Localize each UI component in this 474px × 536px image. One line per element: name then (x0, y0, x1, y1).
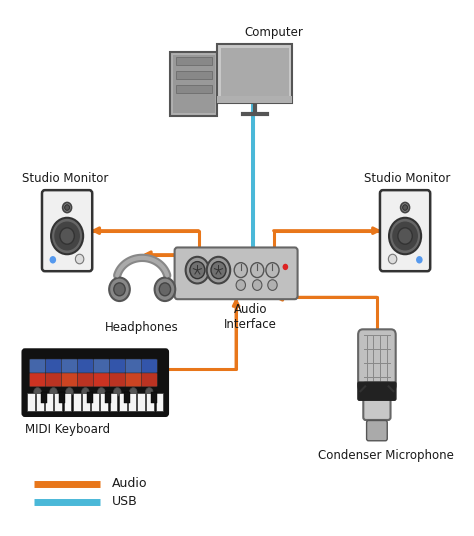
Text: Computer: Computer (244, 26, 303, 39)
Circle shape (268, 280, 277, 291)
Bar (176, 71, 212, 79)
Text: Audio
Interface: Audio Interface (224, 303, 277, 331)
Bar (55, 393, 62, 411)
Circle shape (402, 205, 408, 210)
Bar (109, 393, 118, 411)
FancyBboxPatch shape (125, 359, 141, 373)
Circle shape (211, 262, 226, 279)
Text: Studio Monitor: Studio Monitor (364, 173, 451, 185)
Circle shape (416, 256, 423, 264)
Circle shape (114, 388, 121, 396)
Circle shape (51, 218, 83, 254)
Bar (45, 393, 53, 411)
Bar (151, 392, 157, 403)
FancyBboxPatch shape (141, 359, 157, 373)
Circle shape (50, 388, 57, 396)
FancyBboxPatch shape (93, 373, 109, 387)
FancyBboxPatch shape (109, 373, 125, 387)
FancyBboxPatch shape (217, 44, 292, 103)
Circle shape (98, 388, 105, 396)
Bar (105, 392, 111, 403)
Bar (41, 392, 47, 403)
Bar (73, 393, 81, 411)
Circle shape (66, 388, 73, 396)
FancyBboxPatch shape (29, 359, 46, 373)
Bar (217, 96, 292, 103)
Circle shape (82, 388, 89, 396)
Circle shape (401, 203, 410, 213)
Text: USB: USB (112, 495, 137, 508)
Circle shape (190, 262, 205, 279)
Circle shape (398, 228, 412, 244)
Circle shape (283, 264, 288, 270)
Bar (155, 393, 164, 411)
FancyBboxPatch shape (170, 52, 217, 116)
Bar (124, 392, 130, 403)
Circle shape (50, 256, 56, 264)
FancyBboxPatch shape (109, 359, 125, 373)
FancyBboxPatch shape (221, 48, 289, 99)
Circle shape (129, 388, 137, 396)
FancyBboxPatch shape (62, 373, 77, 387)
FancyBboxPatch shape (173, 55, 215, 114)
Circle shape (389, 218, 421, 254)
Text: Headphones: Headphones (105, 321, 179, 334)
Bar (128, 393, 136, 411)
Bar (27, 393, 35, 411)
Circle shape (146, 388, 153, 396)
Text: Audio: Audio (112, 478, 147, 490)
FancyBboxPatch shape (358, 382, 396, 400)
FancyBboxPatch shape (22, 349, 168, 416)
FancyBboxPatch shape (46, 373, 62, 387)
Circle shape (114, 283, 125, 296)
Circle shape (63, 203, 72, 213)
FancyBboxPatch shape (77, 359, 93, 373)
Bar (91, 393, 99, 411)
FancyBboxPatch shape (174, 248, 298, 299)
Circle shape (155, 278, 175, 301)
Circle shape (388, 254, 397, 264)
Text: Condenser Microphone: Condenser Microphone (319, 449, 454, 462)
FancyBboxPatch shape (363, 383, 391, 420)
Circle shape (75, 254, 84, 264)
FancyBboxPatch shape (77, 373, 93, 387)
Bar (176, 85, 212, 93)
Circle shape (186, 257, 209, 284)
Bar (137, 393, 145, 411)
Circle shape (55, 222, 79, 250)
Circle shape (159, 283, 171, 296)
FancyBboxPatch shape (358, 329, 396, 391)
FancyBboxPatch shape (46, 359, 62, 373)
Circle shape (266, 263, 279, 278)
FancyBboxPatch shape (29, 373, 46, 387)
Circle shape (393, 222, 417, 250)
FancyBboxPatch shape (125, 373, 141, 387)
Bar (36, 393, 44, 411)
Bar (64, 393, 71, 411)
Bar (146, 393, 154, 411)
Circle shape (207, 257, 230, 284)
Circle shape (234, 263, 247, 278)
Circle shape (64, 205, 70, 210)
Circle shape (60, 228, 74, 244)
Bar (82, 393, 90, 411)
Bar (59, 392, 65, 403)
FancyBboxPatch shape (366, 421, 387, 441)
FancyBboxPatch shape (42, 190, 92, 271)
Bar (100, 393, 108, 411)
Circle shape (236, 280, 246, 291)
Text: MIDI Keyboard: MIDI Keyboard (25, 422, 109, 436)
Bar (87, 392, 93, 403)
Bar (176, 57, 212, 65)
FancyBboxPatch shape (93, 359, 109, 373)
FancyBboxPatch shape (62, 359, 77, 373)
FancyBboxPatch shape (380, 190, 430, 271)
Bar (119, 393, 127, 411)
Text: Studio Monitor: Studio Monitor (22, 173, 108, 185)
FancyBboxPatch shape (141, 373, 157, 387)
Circle shape (251, 263, 264, 278)
Circle shape (34, 388, 41, 396)
Circle shape (109, 278, 130, 301)
Circle shape (253, 280, 262, 291)
